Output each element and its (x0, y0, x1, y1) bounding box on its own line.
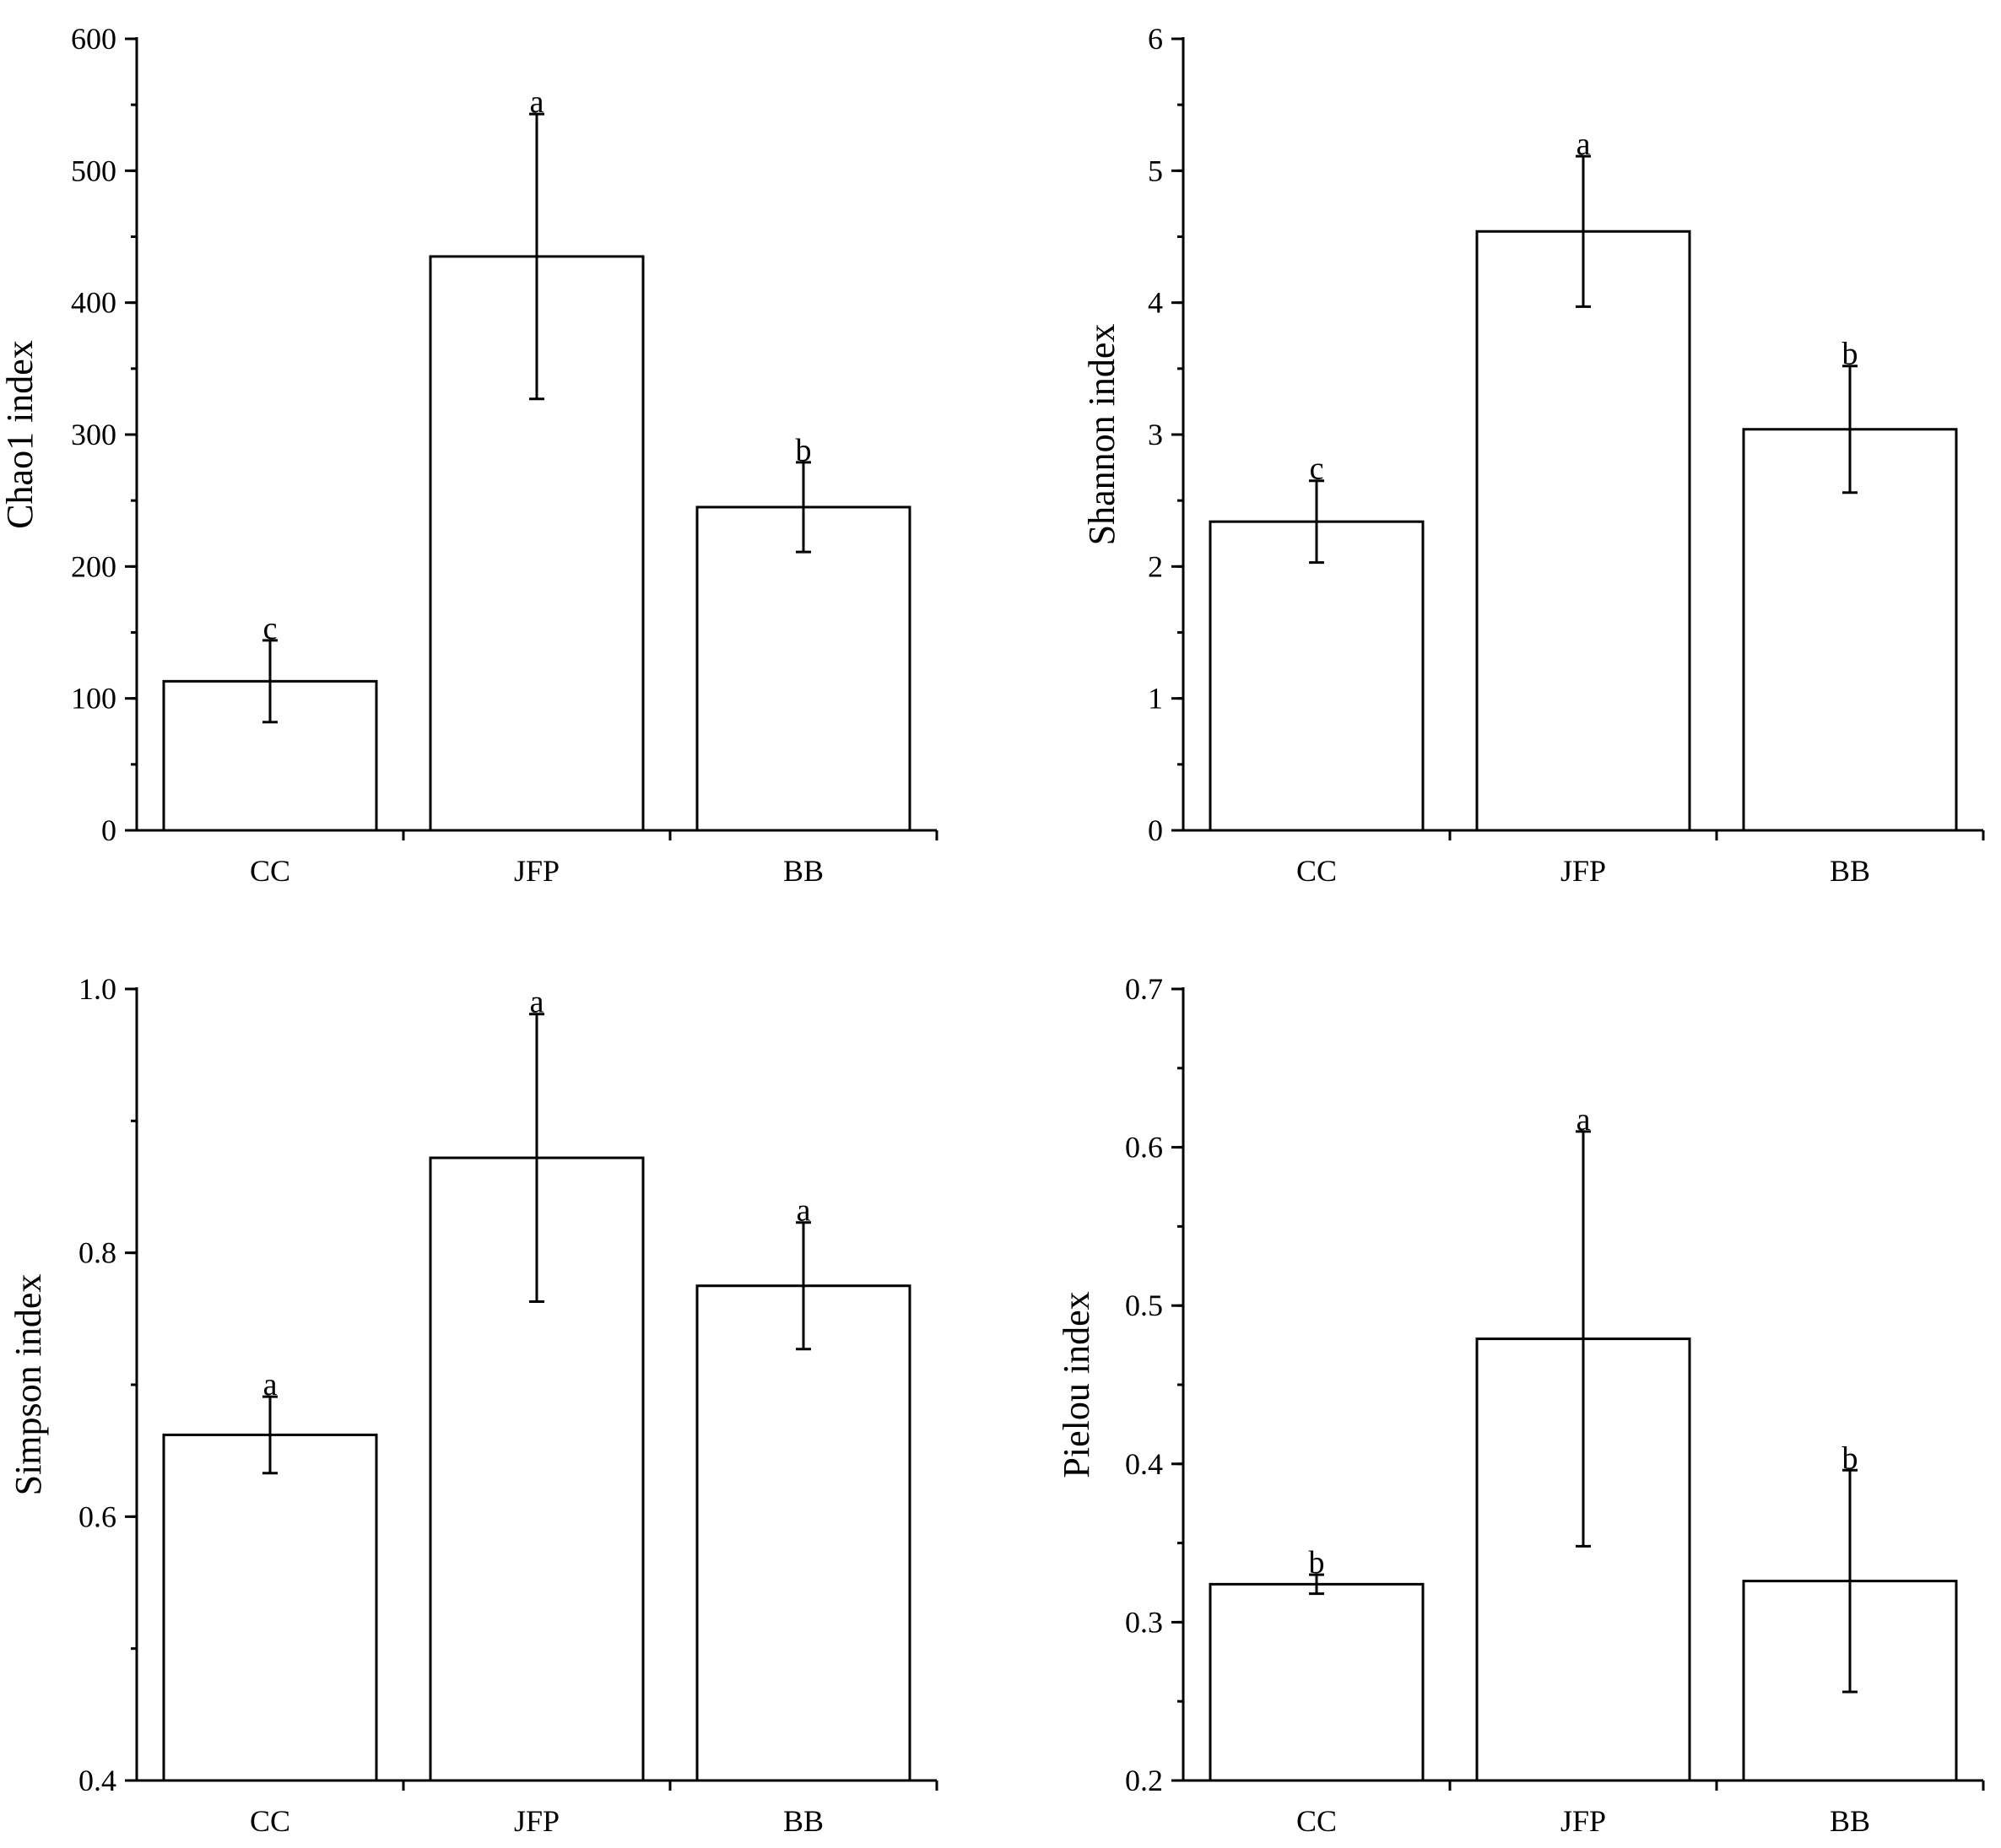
significance-label-CC: c (1310, 451, 1324, 487)
y-tick-label: 200 (71, 549, 116, 583)
y-axis-title: Pielou index (1056, 1291, 1097, 1478)
x-tick-label-CC: CC (1296, 1804, 1337, 1838)
y-tick-label: 0 (1148, 813, 1163, 847)
y-tick-label: 0.8 (78, 1236, 116, 1270)
x-tick-label-CC: CC (1296, 854, 1337, 888)
chart-panel-3: a CC a JFP a BB 0.4 0.6 0.8 1.0 Simpson index (8, 972, 938, 1838)
y-axis-title: Shannon index (1081, 324, 1122, 546)
y-tick-label: 0.5 (1125, 1289, 1163, 1322)
x-tick-label-BB: BB (1830, 1804, 1870, 1838)
y-tick-label: 5 (1148, 154, 1163, 187)
significance-label-BB: b (1842, 337, 1858, 372)
chart-panel-1: c CC a JFP b BB 0 100 200 300 400 500 600 Chao1 index (0, 22, 938, 888)
chart-panel-4: b CC a JFP b BB 0.2 0.3 0.4 0.5 0.6 0.7 Pielou index (1056, 972, 1985, 1838)
significance-label-JFP: a (1576, 1102, 1591, 1137)
significance-label-CC: c (263, 611, 278, 646)
y-tick-label: 0.6 (1125, 1131, 1163, 1164)
significance-label-JFP: a (1576, 127, 1591, 162)
x-tick-label-JFP: JFP (1560, 854, 1606, 888)
y-tick-label: 300 (71, 418, 116, 451)
bar-BB (695, 1284, 911, 1782)
significance-label-JFP: a (530, 84, 544, 120)
y-tick-label: 0.4 (78, 1764, 116, 1797)
significance-label-BB: a (797, 1193, 811, 1229)
y-tick-label: 0.7 (1125, 972, 1163, 1006)
y-tick-label: 0 (101, 813, 116, 847)
y-tick-label: 2 (1148, 549, 1163, 583)
x-tick-label-BB: BB (783, 1804, 824, 1838)
bar-BB (695, 505, 911, 832)
y-tick-label: 400 (71, 286, 116, 320)
y-tick-label: 6 (1148, 22, 1163, 56)
x-tick-label-JFP: JFP (1560, 1804, 1606, 1838)
y-tick-label: 500 (71, 154, 116, 187)
significance-label-CC: a (263, 1367, 278, 1402)
chart-panel-2: c CC a JFP b BB 0 1 2 3 4 5 6 Shannon index (1081, 22, 1985, 888)
y-tick-label: 0.4 (1125, 1447, 1163, 1481)
y-tick-label: 100 (71, 682, 116, 716)
y-axis-title: Chao1 index (0, 340, 41, 529)
y-tick-label: 4 (1148, 286, 1163, 320)
x-tick-label-JFP: JFP (514, 1804, 560, 1838)
y-tick-label: 1.0 (78, 972, 116, 1006)
x-tick-label-CC: CC (250, 854, 290, 888)
y-tick-label: 600 (71, 22, 116, 56)
significance-label-BB: b (1842, 1440, 1858, 1476)
significance-label-BB: b (796, 433, 812, 468)
y-axis-title: Simpson index (8, 1274, 49, 1496)
y-tick-label: 3 (1148, 418, 1163, 451)
y-tick-label: 0.3 (1125, 1605, 1163, 1639)
y-tick-label: 0.6 (78, 1499, 116, 1533)
bar-CC (1209, 520, 1425, 832)
x-tick-label-BB: BB (783, 854, 824, 888)
significance-label-JFP: a (530, 985, 544, 1020)
x-tick-label-JFP: JFP (514, 854, 560, 888)
y-tick-label: 0.2 (1125, 1764, 1163, 1797)
significance-label-CC: b (1309, 1545, 1325, 1581)
y-tick-label: 1 (1148, 682, 1163, 716)
x-tick-label-BB: BB (1830, 854, 1870, 888)
x-tick-label-CC: CC (250, 1804, 290, 1838)
bar-JFP (1475, 230, 1691, 832)
bar-BB (1742, 428, 1958, 832)
bar-CC (1209, 1582, 1425, 1782)
bar-CC (162, 1433, 378, 1782)
